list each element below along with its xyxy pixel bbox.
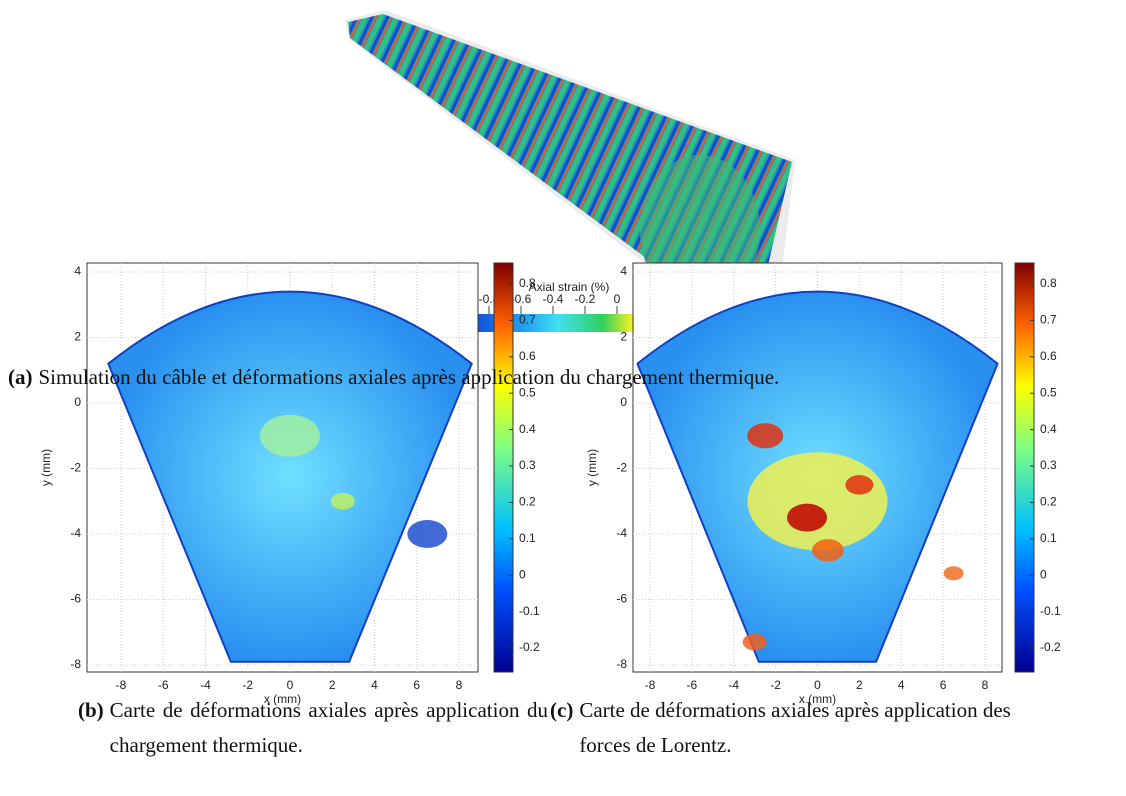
caption-c: (c) Carte de déformations axiales après a… bbox=[550, 693, 1020, 763]
x-tick-label: -6 bbox=[158, 678, 169, 692]
x-tick-label: -8 bbox=[645, 678, 656, 692]
x-tick-label: -4 bbox=[728, 678, 739, 692]
hot-spot bbox=[943, 566, 964, 581]
x-tick-label: 4 bbox=[371, 678, 378, 692]
hot-spot bbox=[747, 423, 784, 449]
y-tick-label: 2 bbox=[620, 330, 627, 344]
colorbar-tick-label: -0.2 bbox=[575, 292, 596, 306]
colorbar-tick-label: -0.1 bbox=[1040, 604, 1061, 618]
colorbar-tick-label: 0.6 bbox=[519, 349, 536, 363]
colorbar-tick-label: 0.4 bbox=[1040, 422, 1057, 436]
y-tick-label: -4 bbox=[70, 526, 81, 540]
x-tick-label: -2 bbox=[242, 678, 253, 692]
colorbar-tick-label: -0.2 bbox=[1040, 640, 1061, 654]
x-tick-label: -6 bbox=[687, 678, 698, 692]
x-tick-label: 8 bbox=[982, 678, 989, 692]
colorbar-tick-label: 0.5 bbox=[519, 385, 536, 399]
colorbar-tick-label: 0.2 bbox=[1040, 495, 1057, 509]
y-tick-label: 0 bbox=[74, 395, 81, 409]
colorbar-tick-label: 0.3 bbox=[1040, 458, 1057, 472]
x-tick-label: 4 bbox=[898, 678, 905, 692]
colorbar-tick-label: 0.7 bbox=[1040, 313, 1057, 327]
x-tick-label: 0 bbox=[814, 678, 821, 692]
colorbar bbox=[493, 262, 514, 673]
y-tick-label: -8 bbox=[616, 657, 627, 671]
caption-label: (c) bbox=[550, 698, 574, 722]
y-tick-label: -4 bbox=[616, 526, 627, 540]
colorbar-tick-label: 0.8 bbox=[519, 276, 536, 290]
y-tick-label: -6 bbox=[616, 592, 627, 606]
caption-text: Carte de déformations axiales après appl… bbox=[579, 698, 1011, 757]
x-tick-label: -4 bbox=[200, 678, 211, 692]
caption-text: Simulation du câble et déformations axia… bbox=[38, 365, 780, 389]
colorbar-tick-label: -0.2 bbox=[519, 640, 540, 654]
colorbar-tick-label: -0.4 bbox=[543, 292, 564, 306]
strain-map bbox=[107, 290, 473, 663]
caption-label: (a) bbox=[8, 365, 33, 389]
y-tick-label: -2 bbox=[616, 461, 627, 475]
y-tick-label: -2 bbox=[70, 461, 81, 475]
colorbar-tick-label: 0.2 bbox=[519, 495, 536, 509]
x-tick-label: 6 bbox=[940, 678, 947, 692]
colorbar-tick-label: 0.1 bbox=[1040, 531, 1057, 545]
caption-label: (b) bbox=[78, 698, 104, 722]
hot-spot bbox=[811, 539, 844, 562]
x-tick-label: 6 bbox=[413, 678, 420, 692]
colorbar-tick-label: 0.6 bbox=[1040, 349, 1057, 363]
x-tick-label: -2 bbox=[770, 678, 781, 692]
x-tick-label: 8 bbox=[456, 678, 463, 692]
x-axis-label: x (mm) bbox=[799, 692, 836, 706]
colorbar-tick-label: -0.6 bbox=[511, 292, 532, 306]
colorbar-tick-label: 0 bbox=[614, 292, 621, 306]
colorbar-tick-label: -0.1 bbox=[519, 604, 540, 618]
caption-b: (b) Carte de déformations axiales après a… bbox=[78, 693, 548, 763]
y-tick-label: 2 bbox=[74, 330, 81, 344]
colorbar-title: Axial strain (%) bbox=[529, 280, 610, 294]
hot-spot bbox=[742, 633, 767, 651]
x-tick-label: -8 bbox=[116, 678, 127, 692]
hot-spot bbox=[747, 452, 888, 551]
caption-text: Carte de déformations axiales après appl… bbox=[109, 698, 548, 757]
colorbar-tick-label: 0.4 bbox=[519, 422, 536, 436]
x-axis-label: x (mm) bbox=[264, 692, 301, 706]
y-tick-label: 4 bbox=[74, 264, 81, 278]
hot-spot bbox=[407, 520, 448, 548]
colorbar-tick-label: 0 bbox=[519, 567, 526, 581]
hot-spot bbox=[787, 503, 828, 532]
colorbar-tick-label: 0.8 bbox=[1040, 276, 1057, 290]
y-tick-label: -6 bbox=[70, 592, 81, 606]
caption-a: (a) Simulation du câble et déformations a… bbox=[8, 360, 779, 395]
colorbar-tick-label: 0.1 bbox=[519, 531, 536, 545]
colorbar-tick-label: 0 bbox=[1040, 567, 1047, 581]
colorbar-tick-label: 0.3 bbox=[519, 458, 536, 472]
x-tick-label: 0 bbox=[287, 678, 294, 692]
colorbar-tick-label: 0.7 bbox=[519, 313, 536, 327]
y-tick-label: 4 bbox=[620, 264, 627, 278]
hot-spot bbox=[845, 475, 874, 495]
hot-spot bbox=[260, 414, 320, 457]
y-tick-label: -8 bbox=[70, 657, 81, 671]
y-axis-label: y (mm) bbox=[39, 449, 53, 486]
x-tick-label: 2 bbox=[856, 678, 863, 692]
y-tick-label: 0 bbox=[620, 395, 627, 409]
colorbar-tick-label: 0.5 bbox=[1040, 385, 1057, 399]
colorbar bbox=[1014, 262, 1035, 673]
y-axis-label: y (mm) bbox=[585, 449, 599, 486]
x-tick-label: 2 bbox=[329, 678, 336, 692]
hot-spot bbox=[330, 492, 355, 510]
